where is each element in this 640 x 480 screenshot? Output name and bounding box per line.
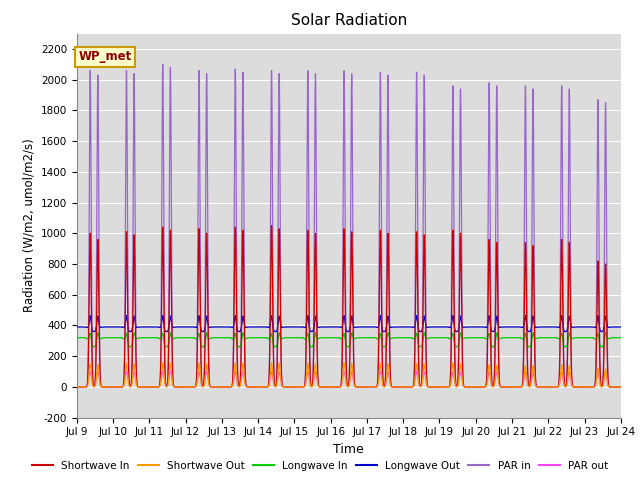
Y-axis label: Radiation (W/m2, umol/m2/s): Radiation (W/m2, umol/m2/s) [22, 139, 35, 312]
X-axis label: Time: Time [333, 443, 364, 456]
Text: WP_met: WP_met [79, 50, 132, 63]
Title: Solar Radiation: Solar Radiation [291, 13, 407, 28]
Legend: Shortwave In, Shortwave Out, Longwave In, Longwave Out, PAR in, PAR out: Shortwave In, Shortwave Out, Longwave In… [28, 456, 612, 475]
